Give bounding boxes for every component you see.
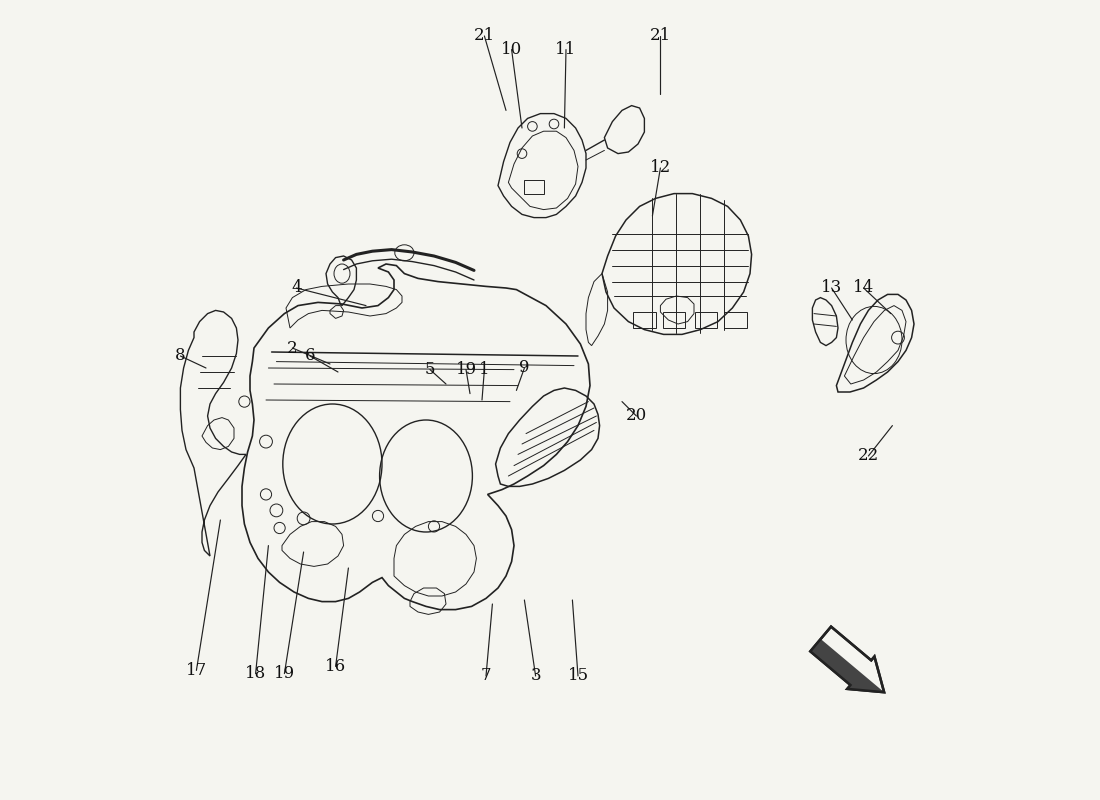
Bar [663, 312, 685, 328]
Bar [634, 312, 656, 328]
Text: 3: 3 [530, 667, 541, 685]
Text: 11: 11 [556, 41, 576, 58]
Text: 5: 5 [425, 361, 436, 378]
Polygon shape [811, 639, 884, 692]
Text: 14: 14 [852, 279, 874, 297]
Text: 12: 12 [650, 159, 671, 177]
Text: 10: 10 [500, 41, 522, 58]
Text: 9: 9 [519, 359, 530, 377]
Text: 17: 17 [186, 662, 207, 679]
Text: 20: 20 [626, 407, 647, 425]
Text: 1: 1 [480, 361, 490, 378]
Text: 8: 8 [175, 347, 186, 365]
Text: 6: 6 [305, 347, 316, 365]
Text: 22: 22 [858, 447, 879, 465]
Bar [695, 312, 717, 328]
Text: 7: 7 [481, 667, 492, 685]
Text: 16: 16 [324, 658, 346, 675]
Text: 21: 21 [474, 27, 495, 45]
Text: 19: 19 [274, 665, 295, 682]
Text: 21: 21 [650, 27, 671, 45]
Text: 2: 2 [287, 339, 298, 357]
Text: 15: 15 [568, 667, 588, 685]
Text: 19: 19 [455, 361, 476, 378]
Bar [725, 312, 747, 328]
Text: 4: 4 [292, 279, 301, 297]
Text: 18: 18 [245, 665, 266, 682]
Text: 13: 13 [821, 279, 843, 297]
